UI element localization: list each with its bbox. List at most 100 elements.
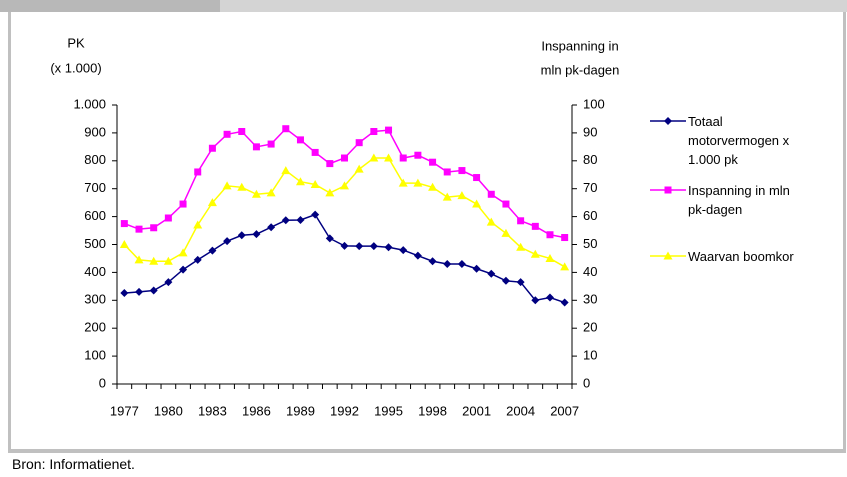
marker (311, 148, 319, 156)
marker (501, 276, 510, 285)
x-tick-label: 1992 (330, 403, 359, 418)
marker (369, 153, 379, 162)
marker (267, 223, 276, 232)
marker (472, 264, 481, 273)
marker (150, 224, 158, 232)
marker (546, 231, 554, 239)
marker (119, 240, 129, 248)
y-tick-label: 800 (84, 152, 106, 167)
marker (251, 189, 261, 198)
marker (458, 167, 466, 175)
marker (516, 278, 525, 287)
y2-tick-label: 30 (583, 292, 597, 307)
marker (194, 168, 202, 176)
marker (282, 125, 290, 133)
marker (179, 200, 187, 208)
marker (281, 166, 291, 175)
marker (252, 143, 260, 151)
marker (428, 257, 437, 266)
marker (560, 262, 570, 271)
y-tick-label: 700 (84, 180, 106, 195)
marker (457, 191, 467, 200)
marker (486, 217, 496, 226)
marker (442, 192, 452, 201)
y2-axis-label: mln pk-dagen (541, 62, 620, 77)
y-tick-label: 300 (84, 292, 106, 307)
y-tick-label: 1.000 (73, 96, 106, 111)
x-tick-label: 1995 (374, 403, 403, 418)
marker (369, 242, 378, 251)
y-tick-label: 200 (84, 320, 106, 335)
marker (135, 225, 143, 233)
marker (193, 220, 203, 229)
marker (473, 174, 481, 182)
marker (325, 234, 334, 243)
marker (281, 216, 290, 225)
y2-tick-label: 90 (583, 124, 597, 139)
marker (561, 234, 569, 242)
marker (413, 251, 422, 260)
marker (502, 200, 510, 208)
marker (267, 140, 275, 148)
marker (516, 242, 526, 251)
x-tick-label: 1998 (418, 403, 447, 418)
marker (530, 249, 540, 258)
marker (311, 210, 320, 219)
y2-tick-label: 80 (583, 152, 597, 167)
marker (355, 242, 364, 251)
marker (164, 278, 173, 287)
marker (340, 181, 349, 190)
marker (325, 188, 335, 197)
marker (296, 136, 304, 144)
marker (664, 186, 672, 194)
marker (370, 128, 378, 136)
marker (222, 181, 232, 190)
marker (413, 178, 423, 187)
marker (663, 251, 673, 260)
marker (295, 177, 305, 186)
frame-right (843, 12, 846, 452)
y2-tick-label: 60 (583, 208, 597, 223)
marker (487, 269, 496, 278)
marker (149, 256, 159, 265)
marker (385, 126, 393, 134)
y2-tick-label: 100 (583, 96, 605, 111)
x-tick-label: 1989 (286, 403, 315, 418)
y2-tick-label: 0 (583, 375, 590, 390)
top-tab (0, 0, 220, 12)
marker (223, 130, 231, 138)
marker (134, 255, 144, 264)
marker (384, 153, 394, 162)
marker (472, 199, 482, 208)
marker (443, 168, 451, 176)
y-tick-label: 100 (84, 348, 106, 363)
frame-bottom (8, 449, 846, 453)
marker (223, 237, 232, 246)
y2-tick-label: 10 (583, 348, 597, 363)
marker (310, 180, 320, 189)
marker (384, 243, 393, 252)
marker (120, 289, 129, 298)
marker (501, 228, 511, 237)
marker (193, 255, 202, 264)
source: Bron: Informatienet. (12, 456, 135, 472)
marker (487, 190, 495, 198)
marker (208, 144, 216, 152)
y2-tick-label: 40 (583, 264, 597, 279)
marker (457, 260, 466, 269)
marker (164, 214, 172, 222)
marker (399, 154, 407, 162)
frame-left (8, 12, 11, 452)
marker (326, 160, 334, 168)
marker (178, 248, 188, 257)
legend-label: Inspanning in mln pk-dagen (688, 183, 790, 217)
marker (517, 217, 525, 225)
y2-tick-label: 70 (583, 180, 597, 195)
marker (179, 265, 188, 274)
legend-label: Totaal motorvermogen x 1.000 pk (688, 114, 790, 167)
series-line (123, 157, 566, 268)
marker (238, 128, 246, 136)
y-axis-label: (x 1.000) (50, 60, 101, 75)
marker (237, 182, 247, 191)
